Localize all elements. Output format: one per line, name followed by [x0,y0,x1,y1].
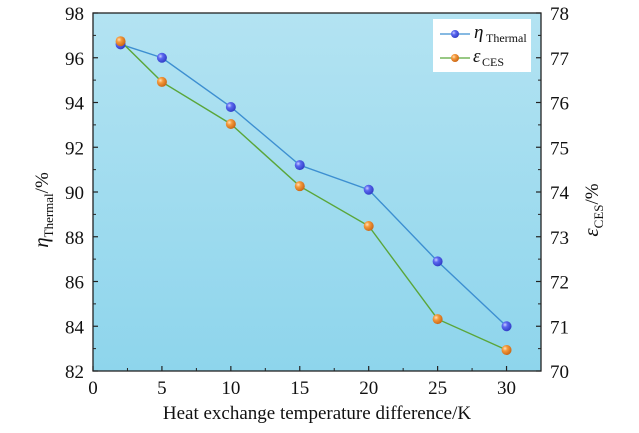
y-left-tick-label: 92 [65,138,84,159]
series-layer [115,36,512,355]
plot-frame [92,12,542,372]
legend-label-ces-symbol: ε [473,46,481,67]
y-left-tick-label: 84 [65,317,85,338]
x-tick-label: 25 [428,378,447,399]
y-axis-left-title: ηThermal/% [29,172,56,248]
y-left-tick-label: 94 [65,94,85,115]
x-tick-label: 20 [359,378,378,399]
legend-label-thermal-symbol: η [474,22,483,43]
x-tick-label: 30 [497,378,516,399]
y-right-title-suffix: /% [582,183,603,204]
legend: η Thermal ε CES [433,19,531,72]
x-tick-label: 15 [290,378,309,399]
x-tick-label: 0 [88,378,98,399]
legend-label-ces-sub: CES [482,55,504,69]
data-point-ces [115,36,126,47]
y-right-tick-label: 78 [550,4,569,25]
y-right-tick-label: 72 [550,273,569,294]
data-point-ces [432,314,443,325]
y-axis-right-title: εCES/% [579,183,606,236]
y-left-title-suffix: /% [32,172,53,193]
legend-marker-thermal [451,30,459,38]
y-left-tick-label: 86 [65,273,84,294]
data-point-thermal [225,101,236,112]
data-point-thermal [156,52,167,63]
legend-item-thermal: η Thermal [440,22,527,45]
plot-background [93,13,541,371]
x-axis-ticks: 0 5 10 15 20 25 30 [88,366,516,399]
legend-item-ces: ε CES [440,46,504,69]
data-point-thermal [501,321,512,332]
data-point-ces [501,344,512,355]
y-left-tick-label: 96 [65,49,84,70]
left-axis-ticks: 82 84 86 88 90 92 94 96 98 [65,4,98,383]
y-right-tick-label: 70 [550,362,569,383]
x-tick-label: 10 [221,378,240,399]
data-point-thermal [294,160,305,171]
data-point-ces [294,181,305,192]
y-left-tick-label: 88 [65,228,84,249]
y-left-title-symbol: η [29,237,53,247]
legend-label-thermal-sub: Thermal [486,31,527,45]
y-left-title-sub: Thermal [41,193,56,237]
y-left-tick-label: 98 [65,4,84,25]
x-tick-label: 5 [157,378,167,399]
svg-text:εCES/%: εCES/% [579,183,606,236]
data-point-ces [156,76,167,87]
y-right-tick-label: 74 [550,183,570,204]
y-right-tick-label: 76 [550,94,569,115]
y-left-tick-label: 90 [65,183,84,204]
legend-marker-ces [451,54,459,62]
data-point-thermal [432,256,443,267]
y-left-tick-label: 82 [65,362,84,383]
data-point-ces [225,118,236,129]
y-right-tick-label: 71 [550,317,569,338]
data-point-thermal [363,184,374,195]
svg-text:ηThermal/%: ηThermal/% [29,172,56,248]
data-point-ces [363,221,374,232]
y-right-tick-label: 73 [550,228,569,249]
y-right-title-symbol: ε [579,228,603,237]
y-right-title-sub: CES [591,204,606,228]
y-right-tick-label: 75 [550,138,569,159]
y-right-tick-label: 77 [550,49,569,70]
x-axis-title: Heat exchange temperature difference/K [163,403,472,424]
legend-box [433,19,531,72]
right-axis-ticks: 70 71 72 73 74 75 76 77 78 [536,4,570,383]
